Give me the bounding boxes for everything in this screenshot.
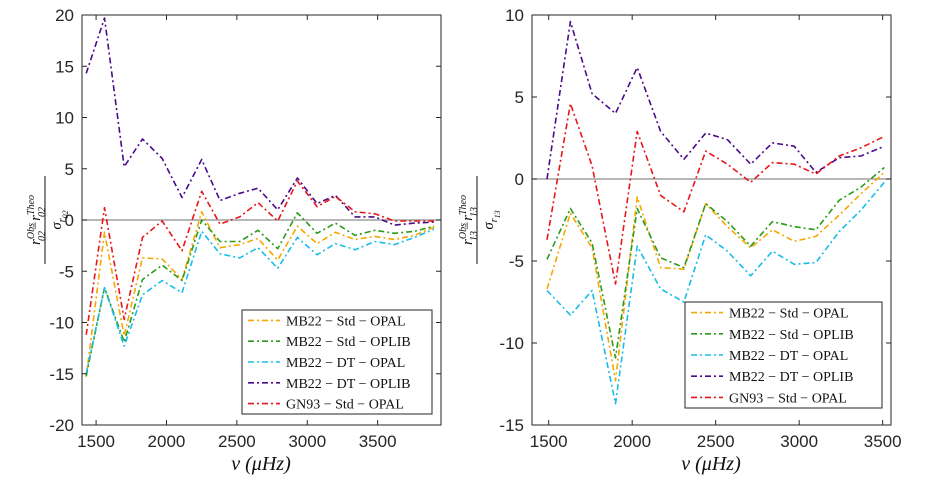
left-series-line-1 [85,212,435,376]
right-legend-label-3: MB22 − DT − OPLIB [729,370,853,385]
svg-text:σr02: σr02 [49,210,70,229]
left-legend-label-1: MB22 − Std − OPLIB [286,335,411,350]
right-plot-frame [531,14,892,426]
right-legend-label-1: MB22 − Std − OPLIB [729,328,854,343]
left-y-tick-label: -10 [49,314,74,333]
left-legend-label-4: GN93 − Std − OPAL [286,398,404,413]
left-legend-label-0: MB22 − Std − OPAL [286,314,406,329]
left-x-tick-label: 3000 [288,432,326,451]
left-series-line-2 [85,228,435,374]
right-legend: MB22 − Std − OPAL MB22 − Std − OPLIB MB22 … [684,301,883,409]
right-series-line-4 [546,102,885,285]
left-y-tick-label: 10 [55,109,74,128]
right-chart-panel: 1500 2000 2500 3000 3500 -15 -10 -5 0 5 10 MB22 − … [458,6,902,475]
right-x-axis-label: ν (μHz) [681,453,741,475]
right-x-tick-label: 2000 [613,432,651,451]
right-y-axis-label: rObs13−rTheo13 σr13 [458,176,502,264]
left-x-axis-label: ν (μHz) [231,453,291,475]
left-x-tick-label: 2000 [148,432,186,451]
left-y-tick-label: -20 [49,416,74,435]
right-series-line-3 [546,20,885,180]
right-series-line-2 [546,181,885,405]
right-chart-marks [532,20,891,405]
svg-text:σr13: σr13 [481,210,502,229]
left-x-tick-label: 3500 [359,432,397,451]
right-ticks: 1500 2000 2500 3000 3500 -15 -10 -5 0 5 10 [499,6,901,451]
left-y-axis-label: rObs02−rTheo02 σr02 [26,176,70,264]
right-x-tick-label: 3500 [864,432,902,451]
left-y-tick-label: 0 [65,211,74,230]
left-x-tick-label: 2500 [218,432,256,451]
left-y-tick-label: 20 [55,6,74,25]
right-y-tick-label: -15 [499,416,524,435]
left-y-tick-label: 15 [55,57,74,76]
left-legend: MB22 − Std − OPAL MB22 − Std − OPLIB MB22 … [241,309,433,415]
right-y-tick-label: -10 [499,334,524,353]
left-series-line-4 [85,180,434,335]
left-legend-label-2: MB22 − DT − OPAL [286,356,405,371]
left-ticks: 1500 2000 2500 3000 3500 -20 -15 -10 -5 0 5 10 15 20 [49,6,441,451]
left-legend-label-3: MB22 − DT − OPLIB [286,377,410,392]
right-x-tick-label: 3000 [780,432,818,451]
left-y-tick-label: -5 [59,262,74,281]
left-chart-panel: 1500 2000 2500 3000 3500-20-15-10-505101520 … [26,6,442,475]
left-chart-marks [82,17,441,377]
right-x-tick-label: 2500 [697,432,735,451]
left-y-tick-label: -15 [49,365,74,384]
right-series-line-0 [546,171,885,382]
svg-text:rObs02−rTheo02: rObs02−rTheo02 [26,195,48,245]
svg-text:rObs13−rTheo13: rObs13−rTheo13 [458,195,480,245]
right-legend-label-4: GN93 − Std − OPAL [729,391,847,406]
right-y-tick-label: 0 [515,170,524,189]
right-y-tick-label: 5 [515,88,524,107]
left-y-tick-label: 5 [65,160,74,179]
right-legend-label-2: MB22 − DT − OPAL [729,349,848,364]
right-y-tick-label: -5 [509,252,524,271]
right-series-line-1 [546,166,885,359]
left-legend-box [241,309,433,415]
right-x-tick-label: 1500 [530,432,568,451]
left-series-line-3 [85,17,435,226]
left-x-tick-label: 1500 [77,432,115,451]
left-series-line-0 [85,211,435,377]
right-legend-box [684,301,883,409]
right-y-tick-label: 10 [505,6,524,25]
right-legend-label-0: MB22 − Std − OPAL [729,307,849,322]
